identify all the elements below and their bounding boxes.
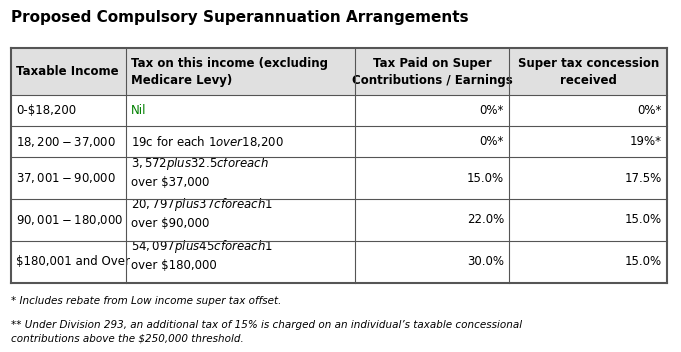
Text: Taxable Income: Taxable Income [16,65,119,78]
Text: 15.0%: 15.0% [467,172,504,184]
Text: $20,797 plus 37c for each $1
over $90,000: $20,797 plus 37c for each $1 over $90,00… [131,196,273,230]
Bar [126,126,355,157]
Text: * Includes rebate from Low income super tax offset.: * Includes rebate from Low income super … [11,296,281,306]
Bar [509,241,667,283]
Bar [355,157,509,199]
Text: $54,097 plus 45c for each $1
over $180,000: $54,097 plus 45c for each $1 over $180,0… [131,238,273,272]
Bar [126,199,355,241]
Bar [11,199,126,241]
Text: Tax on this income (excluding
Medicare Levy): Tax on this income (excluding Medicare L… [131,57,328,87]
Bar [11,95,126,126]
Bar [355,241,509,283]
Text: Nil: Nil [131,105,146,118]
Bar [11,241,126,283]
Bar [355,126,509,157]
Text: ** Under Division 293, an additional tax of 15% is charged on an individual’s ta: ** Under Division 293, an additional tax… [11,320,522,343]
Text: 0-$18,200: 0-$18,200 [16,105,76,118]
Text: 19%*: 19%* [629,135,661,148]
Text: 17.5%: 17.5% [624,172,661,184]
Bar [509,48,667,95]
Text: 19c for each $1 over $18,200: 19c for each $1 over $18,200 [131,134,284,149]
Bar [509,199,667,241]
Bar [355,48,509,95]
Bar [509,157,667,199]
Bar [509,126,667,157]
Text: 22.0%: 22.0% [466,213,504,226]
Text: $90,001-$180,000: $90,001-$180,000 [16,213,124,227]
Text: 0%*: 0%* [479,105,504,118]
Bar [11,157,126,199]
Bar [126,95,355,126]
Text: $18,200-$37,000: $18,200-$37,000 [16,135,116,149]
Text: $3,572 plus 32.5c for each $
over $37,000: $3,572 plus 32.5c for each $ over $37,00… [131,155,269,189]
Text: 0%*: 0%* [637,105,661,118]
Text: 0%*: 0%* [479,135,504,148]
Bar [11,48,126,95]
Bar [11,126,126,157]
Text: Super tax concession
received: Super tax concession received [518,57,659,87]
Bar [509,95,667,126]
Bar [355,199,509,241]
Bar [126,157,355,199]
Bar [126,48,355,95]
Text: $37,001-$90,000: $37,001-$90,000 [16,171,116,185]
Text: Tax Paid on Super
Contributions / Earnings: Tax Paid on Super Contributions / Earnin… [352,57,513,87]
Text: 15.0%: 15.0% [624,255,661,268]
Text: $180,001 and Over: $180,001 and Over [16,255,130,268]
Bar [355,95,509,126]
Text: 15.0%: 15.0% [624,213,661,226]
Text: Proposed Compulsory Superannuation Arrangements: Proposed Compulsory Superannuation Arran… [11,10,469,25]
Text: 30.0%: 30.0% [467,255,504,268]
Bar [126,241,355,283]
